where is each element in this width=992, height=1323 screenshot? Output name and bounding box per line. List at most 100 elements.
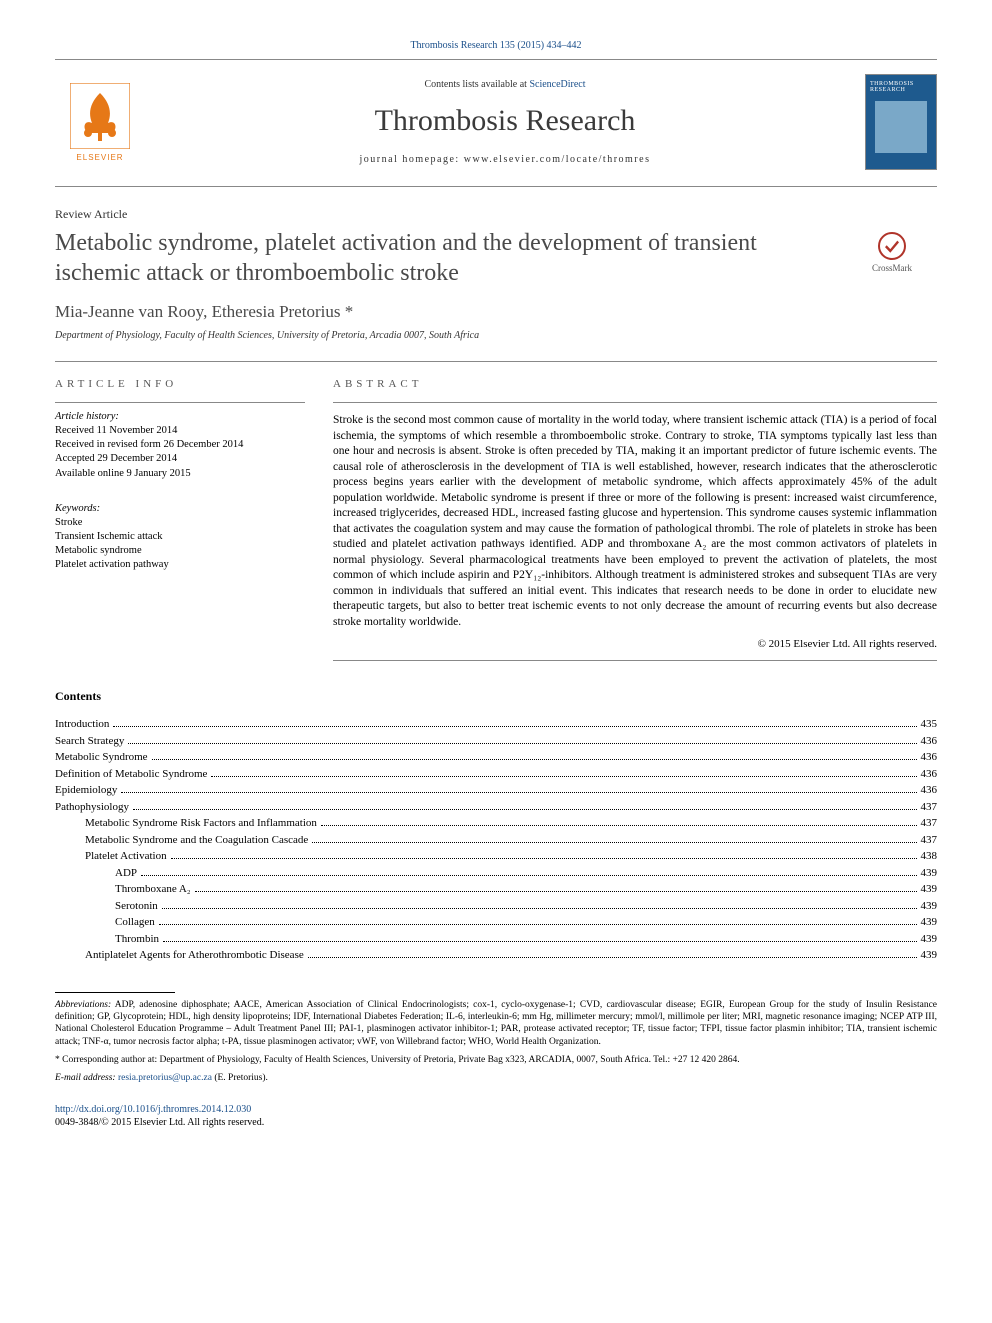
abstract-heading: abstract [333, 378, 937, 390]
toc-page-number: 437 [921, 832, 938, 849]
toc-label: Introduction [55, 716, 109, 733]
email-link[interactable]: resia.pretorius@up.ac.za [118, 1073, 212, 1083]
journal-name: Thrombosis Research [145, 104, 865, 138]
toc-label: Metabolic Syndrome Risk Factors and Infl… [85, 815, 317, 832]
toc-label: Collagen [115, 914, 155, 931]
email-label: E-mail address: [55, 1073, 116, 1083]
toc-label: Epidemiology [55, 782, 117, 799]
toc-page-number: 437 [921, 815, 938, 832]
toc-page-number: 435 [921, 716, 938, 733]
history-line: Available online 9 January 2015 [55, 467, 305, 481]
toc-leader-dots [159, 924, 917, 925]
toc-page-number: 439 [921, 914, 938, 931]
journal-header: ELSEVIER Contents lists available at Sci… [55, 59, 937, 187]
toc-label: Platelet Activation [85, 848, 167, 865]
keywords-label: Keywords: [55, 503, 305, 514]
toc-leader-dots [211, 776, 916, 777]
elsevier-tree-icon [70, 83, 130, 149]
keywords-block: Keywords: Stroke Transient Ischemic atta… [55, 495, 305, 573]
contents-prefix: Contents lists available at [424, 79, 529, 90]
homepage-prefix: journal homepage: [360, 154, 464, 165]
toc-label: Thromboxane A₂ [115, 881, 191, 898]
toc-page-number: 436 [921, 766, 938, 783]
corresponding-text: Department of Physiology, Faculty of Hea… [159, 1055, 739, 1065]
toc-row[interactable]: Definition of Metabolic Syndrome 436 [55, 766, 937, 783]
toc-page-number: 439 [921, 947, 938, 964]
toc-page-number: 438 [921, 848, 938, 865]
doi-link[interactable]: http://dx.doi.org/10.1016/j.thromres.201… [55, 1104, 251, 1115]
abbreviations-footnote: Abbreviations: ADP, adenosine diphosphat… [55, 999, 937, 1048]
toc-row[interactable]: Epidemiology 436 [55, 782, 937, 799]
keyword: Metabolic syndrome [55, 544, 305, 558]
abstract-text: Stroke is the second most common cause o… [333, 413, 937, 630]
toc-page-number: 439 [921, 865, 938, 882]
homepage-url: www.elsevier.com/locate/thromres [464, 154, 651, 165]
journal-reference: Thrombosis Research 135 (2015) 434–442 [55, 40, 937, 51]
crossmark-icon [878, 232, 906, 260]
toc-label: Search Strategy [55, 733, 124, 750]
footnote-divider [55, 992, 175, 993]
abbreviations-text: ADP, adenosine diphosphate; AACE, Americ… [55, 1000, 937, 1047]
toc-label: Antiplatelet Agents for Atherothrombotic… [85, 947, 304, 964]
toc-label: Pathophysiology [55, 799, 129, 816]
article-type: Review Article [55, 207, 937, 222]
toc-leader-dots [128, 743, 916, 744]
toc-leader-dots [195, 891, 917, 892]
issn-copyright: 0049-3848/© 2015 Elsevier Ltd. All right… [55, 1117, 264, 1128]
abbreviations-label: Abbreviations: [55, 1000, 111, 1010]
history-line: Received in revised form 26 December 201… [55, 438, 305, 452]
toc-leader-dots [152, 759, 917, 760]
author-list: Mia-Jeanne van Rooy, Etheresia Pretorius… [55, 302, 937, 322]
toc-leader-dots [163, 941, 917, 942]
keyword: Transient Ischemic attack [55, 530, 305, 544]
toc-leader-dots [308, 957, 917, 958]
contents-available-line: Contents lists available at ScienceDirec… [145, 79, 865, 90]
toc-page-number: 436 [921, 782, 938, 799]
toc-label: Definition of Metabolic Syndrome [55, 766, 207, 783]
toc-leader-dots [113, 726, 916, 727]
toc-row[interactable]: Thromboxane A₂ 439 [55, 881, 937, 898]
toc-leader-dots [121, 792, 916, 793]
corresponding-label: * Corresponding author at: [55, 1055, 157, 1065]
toc-row[interactable]: Serotonin 439 [55, 898, 937, 915]
toc-leader-dots [312, 842, 916, 843]
toc-leader-dots [321, 825, 917, 826]
divider [333, 660, 937, 661]
article-history-block: Article history: Received 11 November 20… [55, 402, 305, 481]
toc-label: Serotonin [115, 898, 158, 915]
toc-row[interactable]: Pathophysiology437 [55, 799, 937, 816]
history-line: Accepted 29 December 2014 [55, 452, 305, 466]
toc-leader-dots [133, 809, 917, 810]
divider [55, 361, 937, 362]
abstract-copyright: © 2015 Elsevier Ltd. All rights reserved… [333, 638, 937, 650]
keyword: Platelet activation pathway [55, 558, 305, 572]
toc-page-number: 439 [921, 881, 938, 898]
sciencedirect-link[interactable]: ScienceDirect [529, 79, 585, 90]
cover-title-text: THROMBOSIS RESEARCH [870, 81, 932, 93]
toc-label: Metabolic Syndrome and the Coagulation C… [85, 832, 308, 849]
toc-row[interactable]: Collagen 439 [55, 914, 937, 931]
toc-leader-dots [171, 858, 917, 859]
toc-row[interactable]: Metabolic Syndrome436 [55, 749, 937, 766]
toc-label: ADP [115, 865, 137, 882]
toc-row[interactable]: Platelet Activation 438 [55, 848, 937, 865]
keyword: Stroke [55, 516, 305, 530]
toc-row[interactable]: Antiplatelet Agents for Atherothrombotic… [55, 947, 937, 964]
contents-heading: Contents [55, 689, 937, 704]
toc-row[interactable]: Introduction 435 [55, 716, 937, 733]
email-footnote: E-mail address: resia.pretorius@up.ac.za… [55, 1072, 937, 1084]
article-info-heading: article info [55, 378, 305, 390]
crossmark-badge[interactable]: CrossMark [847, 228, 937, 273]
elsevier-logo: ELSEVIER [55, 72, 145, 172]
toc-label: Thrombin [115, 931, 159, 948]
toc-row[interactable]: Metabolic Syndrome Risk Factors and Infl… [55, 815, 937, 832]
toc-page-number: 439 [921, 931, 938, 948]
doi-block: http://dx.doi.org/10.1016/j.thromres.201… [55, 1103, 937, 1130]
toc-row[interactable]: Search Strategy436 [55, 733, 937, 750]
toc-row[interactable]: Metabolic Syndrome and the Coagulation C… [55, 832, 937, 849]
toc-label: Metabolic Syndrome [55, 749, 148, 766]
toc-page-number: 439 [921, 898, 938, 915]
cover-image-placeholder [875, 101, 927, 153]
toc-row[interactable]: Thrombin 439 [55, 931, 937, 948]
toc-row[interactable]: ADP 439 [55, 865, 937, 882]
